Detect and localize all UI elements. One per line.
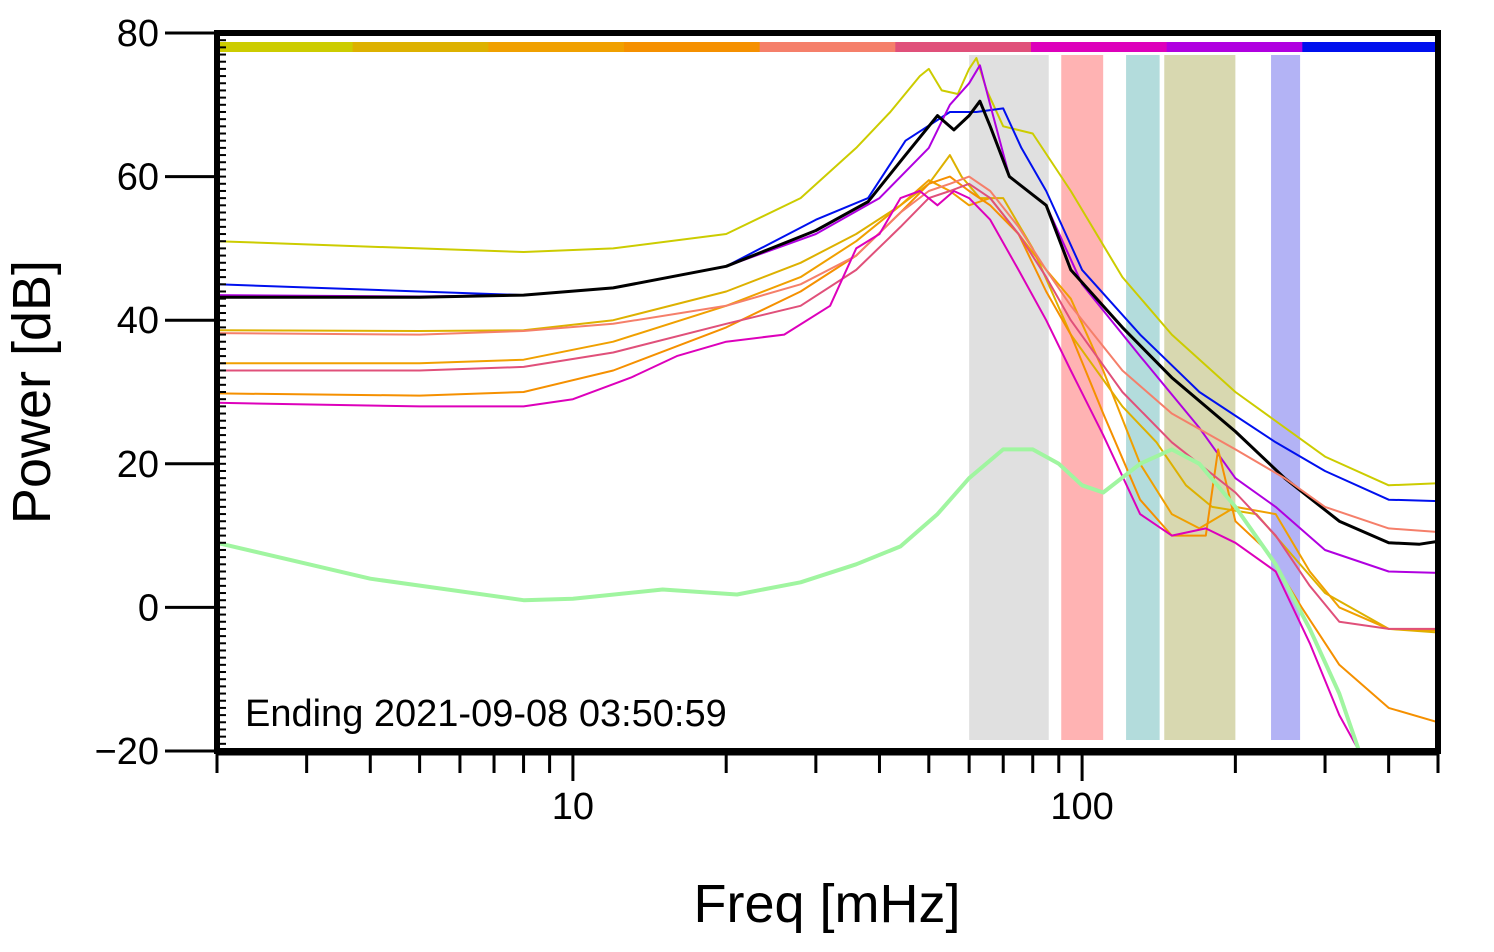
x-axis-ticks: 10 100 bbox=[215, 751, 1440, 828]
series-line-salmon bbox=[217, 175, 1438, 533]
time-bar-segment-8 bbox=[1166, 42, 1303, 52]
frequency-band-5 bbox=[1271, 55, 1301, 740]
time-bar-segment-7 bbox=[1031, 42, 1168, 52]
time-color-bar bbox=[217, 42, 1439, 52]
x-tick-label: 10 bbox=[552, 786, 594, 828]
time-bar-segment-1 bbox=[217, 42, 354, 52]
series-line-black bbox=[217, 99, 1438, 546]
series-line-lime bbox=[217, 57, 1438, 487]
y-tick-label: 20 bbox=[117, 444, 159, 486]
time-bar-segment-5 bbox=[759, 42, 896, 52]
spectrum-series bbox=[217, 57, 1438, 751]
y-tick-label: 80 bbox=[117, 13, 159, 55]
series-line-rose bbox=[217, 182, 1438, 630]
frequency-band-shading bbox=[969, 55, 1301, 740]
series-line-blue bbox=[217, 107, 1438, 503]
time-bar-segment-2 bbox=[352, 42, 489, 52]
series-line-magenta bbox=[217, 190, 1360, 751]
y-tick-label: 60 bbox=[117, 157, 159, 199]
y-tick-label: 40 bbox=[117, 300, 159, 342]
series-line-purple bbox=[217, 64, 1438, 574]
y-axis-ticks: −20 0 20 40 60 80 bbox=[95, 13, 217, 773]
x-tick-label: 100 bbox=[1050, 786, 1113, 828]
x-axis-title: Freq [mHz] bbox=[693, 874, 960, 934]
time-bar-segment-4 bbox=[624, 42, 761, 52]
plot-frame bbox=[214, 30, 1441, 754]
ending-timestamp-annotation: Ending 2021-09-08 03:50:59 bbox=[245, 693, 727, 735]
series-line-noise bbox=[217, 447, 1361, 751]
frequency-band-4 bbox=[1164, 55, 1236, 740]
time-bar-segment-3 bbox=[488, 42, 625, 52]
frequency-band-1 bbox=[969, 55, 1049, 740]
time-bar-segment-6 bbox=[895, 42, 1032, 52]
time-bar-segment-9 bbox=[1302, 42, 1439, 52]
y-axis-title: Power [dB] bbox=[2, 260, 62, 524]
y-minor-ticks bbox=[214, 32, 226, 752]
y-tick-label: 0 bbox=[138, 587, 159, 629]
y-tick-label: −20 bbox=[95, 731, 159, 773]
